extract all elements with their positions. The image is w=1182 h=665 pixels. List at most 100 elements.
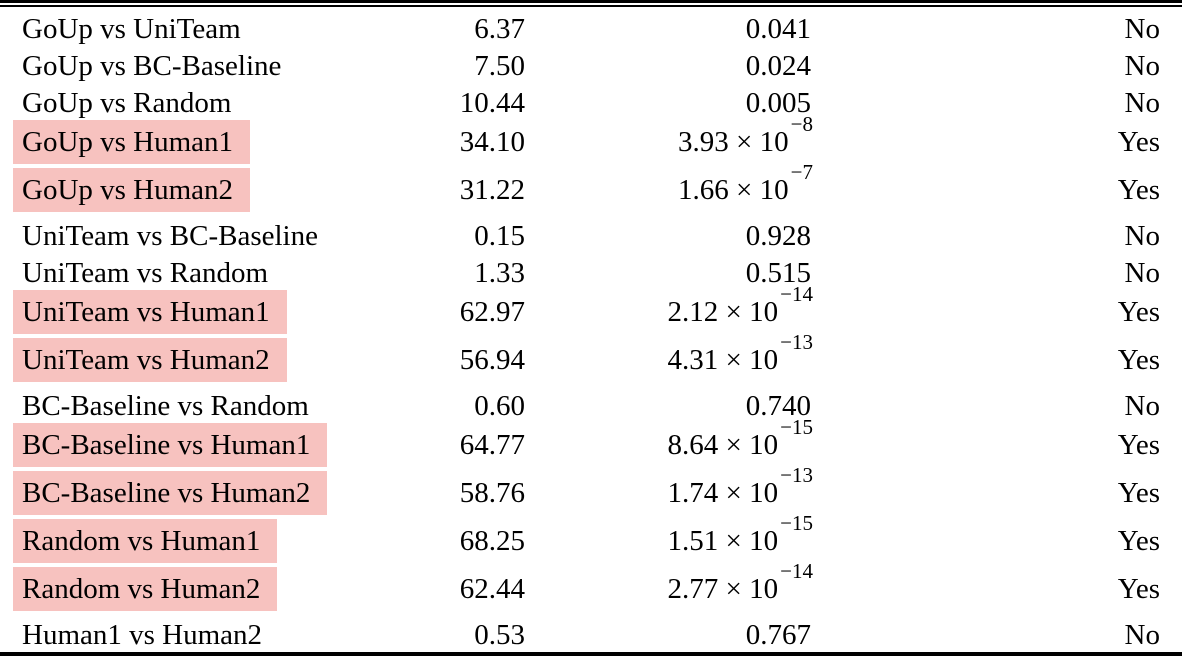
table-row: GoUp vs BC-Baseline 7.50 0.024 No: [0, 44, 1182, 83]
comparison-label-highlighted: UniTeam vs Human2: [13, 338, 287, 382]
table-row: UniTeam vs Human2 56.94 4.31 × 10−13 Yes: [0, 331, 1182, 384]
pvalue-cell: 1.74 × 10−13: [525, 464, 813, 510]
pvalue-cell: 1.51 × 10−15: [525, 512, 813, 558]
table-row: GoUp vs Random 10.44 0.005 No: [0, 81, 1182, 120]
table-row: UniTeam vs Random 1.33 0.515 No: [0, 251, 1182, 290]
table-row: GoUp vs UniTeam 6.37 0.041 No: [0, 7, 1182, 46]
comparison-label-highlighted: BC-Baseline vs Human1: [13, 423, 328, 467]
pvalue-cell: 0.024: [525, 50, 813, 83]
comparison-cell: UniTeam vs Random: [0, 251, 443, 295]
statistic-cell: 0.53: [474, 618, 525, 651]
table-body: GoUp vs UniTeam 6.37 0.041 No GoUp vs BC…: [0, 7, 1182, 652]
pvalue-base: 0.767: [745, 618, 811, 651]
comparison-label: BC-Baseline vs Random: [22, 389, 309, 422]
pvalue-exponent: −14: [780, 281, 813, 306]
pvalue-base: 0.740: [745, 389, 811, 422]
table-row: Random vs Human2 62.44 2.77 × 10−14 Yes: [0, 560, 1182, 613]
significant-cell: No: [1124, 618, 1160, 651]
pvalue-cell: 4.31 × 10−13: [525, 331, 813, 377]
statistic-cell: 64.77: [459, 428, 525, 461]
pvalue-cell: 0.740: [525, 390, 813, 423]
significant-cell: No: [1124, 86, 1160, 119]
statistic-cell: 62.44: [459, 572, 525, 605]
pvalue-base: 8.64 × 10: [667, 428, 779, 461]
statistic-cell: 68.25: [459, 524, 525, 557]
table-row: BC-Baseline vs Random 0.60 0.740 No: [0, 384, 1182, 423]
significant-cell: No: [1124, 49, 1160, 82]
statistic-cell: 0.15: [474, 219, 525, 252]
comparison-cell: GoUp vs UniTeam: [0, 7, 443, 51]
pvalue-base: 2.77 × 10: [667, 572, 779, 605]
table-top-rule-gap: [0, 3, 1182, 5]
comparison-cell: UniTeam vs Human2: [0, 338, 443, 382]
pvalue-exponent: −8: [790, 111, 813, 136]
significant-cell: No: [1124, 256, 1160, 289]
statistic-cell: 62.97: [459, 295, 525, 328]
comparison-label: GoUp vs UniTeam: [22, 12, 241, 45]
pvalue-cell: 0.041: [525, 13, 813, 46]
comparison-cell: BC-Baseline vs Human2: [0, 471, 443, 515]
pvalue-base: 0.928: [745, 219, 811, 252]
comparison-label-highlighted: Random vs Human2: [13, 567, 278, 611]
comparison-cell: GoUp vs Human2: [0, 168, 443, 212]
comparison-cell: Human1 vs Human2: [0, 613, 443, 657]
comparison-label-highlighted: UniTeam vs Human1: [13, 290, 287, 334]
table-top-rule-thick: [0, 0, 1182, 3]
table-row: GoUp vs Human2 31.22 1.66 × 10−7 Yes: [0, 161, 1182, 214]
table-row: GoUp vs Human1 34.10 3.93 × 10−8 Yes: [0, 113, 1182, 166]
pvalue-cell: 3.93 × 10−8: [525, 113, 813, 159]
pvalue-base: 0.024: [745, 49, 811, 82]
significant-cell: Yes: [1117, 343, 1160, 376]
statistic-cell: 34.10: [459, 125, 525, 158]
table-row: BC-Baseline vs Human2 58.76 1.74 × 10−13…: [0, 464, 1182, 517]
table-row: Human1 vs Human2 0.53 0.767 No: [0, 613, 1182, 652]
comparison-label: UniTeam vs Random: [22, 256, 269, 289]
significant-cell: No: [1124, 12, 1160, 45]
significant-cell: Yes: [1117, 524, 1160, 557]
significant-cell: Yes: [1117, 125, 1160, 158]
pvalue-base: 1.51 × 10: [667, 524, 779, 557]
pvalue-cell: 8.64 × 10−15: [525, 416, 813, 462]
statistic-cell: 0.60: [474, 389, 525, 422]
pvalue-base: 2.12 × 10: [667, 295, 779, 328]
pvalue-cell: 0.515: [525, 257, 813, 290]
table-row: UniTeam vs BC-Baseline 0.15 0.928 No: [0, 214, 1182, 253]
table-row: BC-Baseline vs Human1 64.77 8.64 × 10−15…: [0, 416, 1182, 469]
table-bottom-rule: [0, 652, 1182, 656]
comparison-cell: GoUp vs BC-Baseline: [0, 44, 443, 88]
significant-cell: Yes: [1117, 428, 1160, 461]
significant-cell: Yes: [1117, 572, 1160, 605]
pvalue-exponent: −13: [780, 329, 813, 354]
pvalue-base: 0.041: [745, 12, 811, 45]
comparison-cell: Random vs Human1: [0, 519, 443, 563]
comparison-cell: UniTeam vs Human1: [0, 290, 443, 334]
pvalue-base: 1.66 × 10: [678, 173, 789, 206]
comparison-cell: UniTeam vs BC-Baseline: [0, 214, 443, 258]
table-row: UniTeam vs Human1 62.97 2.12 × 10−14 Yes: [0, 283, 1182, 336]
comparison-label-highlighted: GoUp vs Human2: [13, 168, 251, 212]
pvalue-cell: 2.12 × 10−14: [525, 283, 813, 329]
pvalue-exponent: −13: [780, 462, 813, 487]
significant-cell: Yes: [1117, 295, 1160, 328]
comparison-cell: GoUp vs Human1: [0, 120, 443, 164]
pvalue-exponent: −14: [780, 558, 813, 583]
pvalue-cell: 0.928: [525, 220, 813, 253]
comparison-cell: GoUp vs Random: [0, 81, 443, 125]
pvalue-base: 1.74 × 10: [667, 476, 779, 509]
statistic-cell: 1.33: [474, 256, 525, 289]
significant-cell: No: [1124, 219, 1160, 252]
statistic-cell: 58.76: [459, 476, 525, 509]
pvalue-exponent: −15: [780, 510, 813, 535]
pvalue-cell: 1.66 × 10−7: [525, 161, 813, 207]
pvalue-base: 0.515: [745, 256, 811, 289]
pvalue-base: 3.93 × 10: [678, 125, 789, 158]
pvalue-cell: 0.005: [525, 87, 813, 120]
significant-cell: Yes: [1117, 476, 1160, 509]
significant-cell: Yes: [1117, 173, 1160, 206]
significant-cell: No: [1124, 389, 1160, 422]
pvalue-cell: 0.767: [525, 619, 813, 652]
pvalue-exponent: −15: [780, 414, 813, 439]
statistic-cell: 10.44: [459, 86, 525, 119]
comparison-cell: Random vs Human2: [0, 567, 443, 611]
